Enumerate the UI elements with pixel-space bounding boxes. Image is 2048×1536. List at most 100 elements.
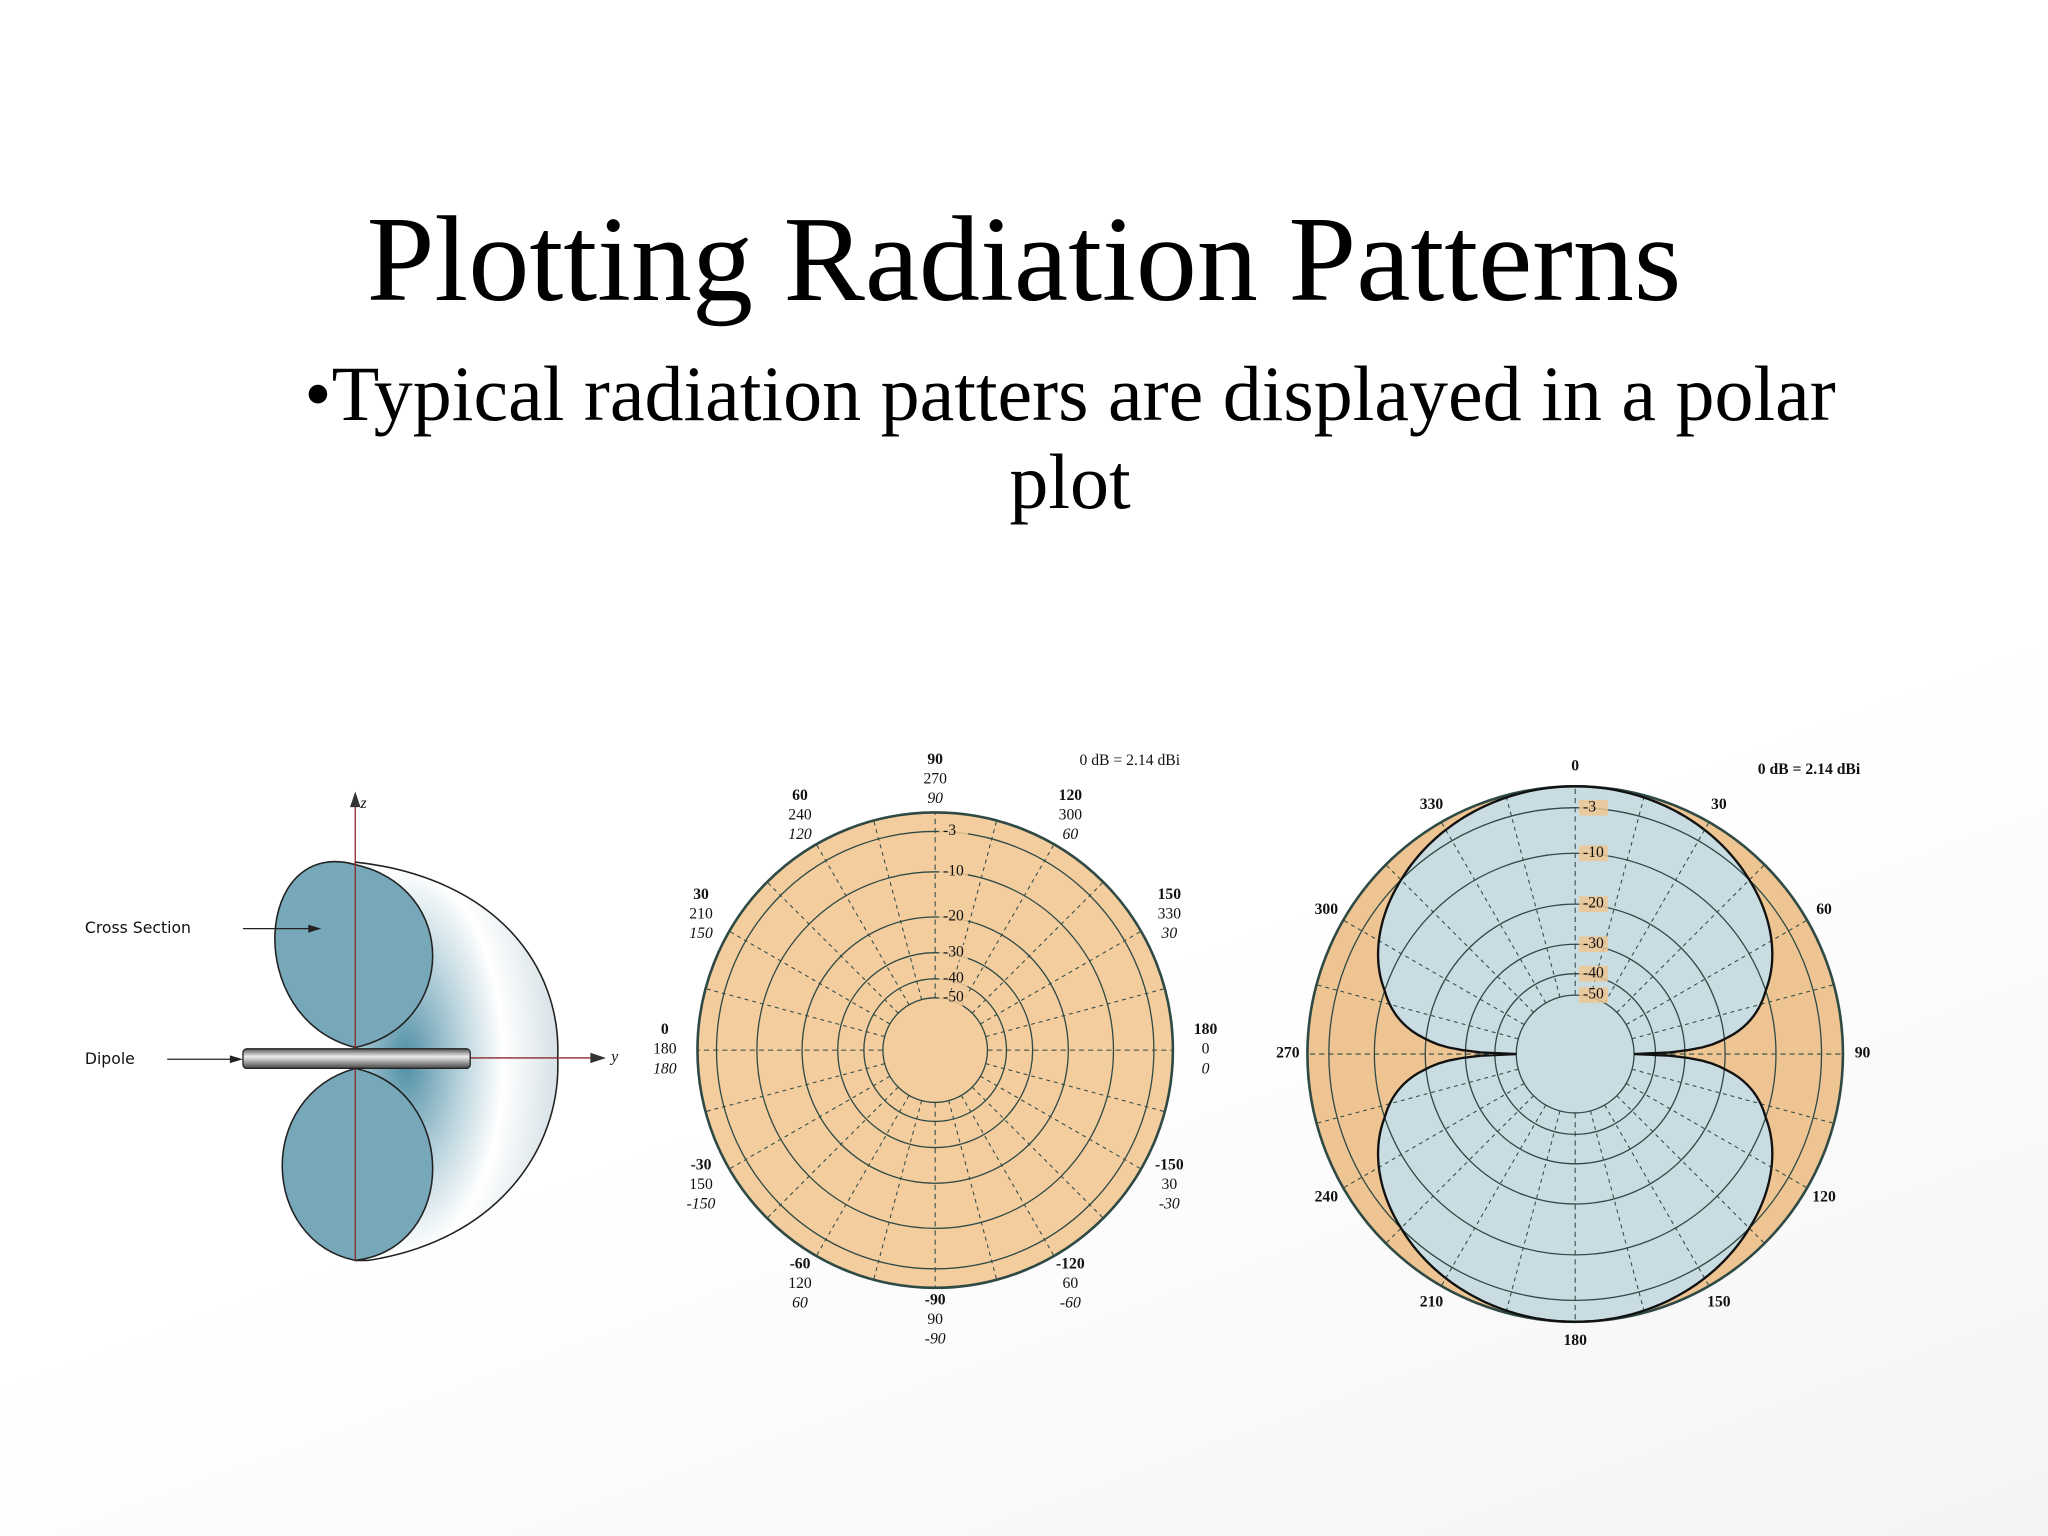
- label-bg: [1579, 845, 1608, 862]
- angle-label: 180: [1563, 1332, 1587, 1349]
- angle-label: 120: [1812, 1188, 1836, 1205]
- pointer-head: [308, 924, 322, 933]
- angle-label: 0: [661, 1021, 669, 1038]
- spoke: [1604, 1104, 1710, 1287]
- label-bg: [1579, 987, 1608, 1003]
- ring: [1328, 807, 1823, 1302]
- angle-label: 60: [1816, 901, 1832, 918]
- ring-label: -30: [1583, 935, 1604, 952]
- label-bg: [1579, 965, 1608, 982]
- spoke: [1343, 1083, 1525, 1189]
- spoke: [1589, 795, 1645, 998]
- spoke: [1625, 1083, 1808, 1189]
- angle-label: 120: [1059, 787, 1083, 804]
- angle-label: 270: [923, 770, 947, 787]
- radiation-pattern: [1378, 786, 1773, 1322]
- spoke: [1316, 984, 1519, 1040]
- angle-label: 30: [1711, 796, 1727, 813]
- angle-label: 0: [1202, 1060, 1210, 1077]
- ring-label: -3: [943, 822, 956, 839]
- label: Cross Section: [85, 918, 191, 937]
- angle-label: 30: [1161, 925, 1178, 942]
- spoke: [1616, 864, 1765, 1013]
- angle-label: 330: [1420, 796, 1444, 813]
- spoke: [1505, 1110, 1561, 1313]
- angle-label: -120: [1056, 1255, 1085, 1272]
- angle-label: 90: [927, 790, 943, 807]
- spoke: [1343, 919, 1525, 1026]
- axis-label: y: [609, 1049, 618, 1066]
- label-bg: [939, 823, 968, 840]
- spoke: [1631, 984, 1834, 1040]
- spoke: [1616, 1095, 1765, 1244]
- spoke: [1604, 821, 1710, 1004]
- spoke: [1385, 1095, 1534, 1244]
- angle-label: 90: [1855, 1045, 1871, 1062]
- angle-label: 180: [653, 1041, 677, 1058]
- dipole-diagram: z y Cross Section Dipole: [85, 791, 618, 1262]
- ring-label: -50: [943, 988, 964, 1005]
- angle-label: 240: [1315, 1188, 1339, 1205]
- ring: [882, 997, 989, 1104]
- label-bg: [1579, 896, 1608, 912]
- y-arrow: [590, 1052, 607, 1064]
- angle-label: 180: [653, 1060, 677, 1077]
- angle-label: 300: [1315, 901, 1339, 918]
- angle-label: 60: [792, 787, 808, 804]
- angle-label: 150: [1707, 1293, 1731, 1310]
- label-bg: [939, 909, 968, 925]
- ring: [1464, 943, 1686, 1165]
- z-arrow: [350, 791, 361, 808]
- pointer-head: [229, 1055, 243, 1064]
- ring-label: -30: [943, 943, 964, 960]
- angle-label: 300: [1059, 807, 1083, 824]
- ring-label: -20: [1583, 895, 1604, 912]
- axis-label: z: [359, 795, 366, 812]
- ring-label: -10: [943, 862, 964, 879]
- angle-label: 330: [1158, 906, 1182, 923]
- label-bg: [939, 970, 968, 987]
- ring-label: -3: [1583, 798, 1596, 815]
- angle-label: 270: [1276, 1045, 1300, 1062]
- angle-label: 90: [927, 1311, 943, 1328]
- spoke: [1625, 919, 1808, 1026]
- angle-label: 210: [1420, 1293, 1444, 1310]
- label-bg: [939, 864, 968, 880]
- angle-label: -150: [1155, 1156, 1184, 1173]
- angle-label: 60: [1063, 1275, 1079, 1292]
- spoke: [1631, 1068, 1834, 1124]
- bullet-text: •Typical radiation patters are displayed…: [304, 350, 1836, 525]
- ring-label: -40: [943, 969, 964, 986]
- angle-label: -90: [925, 1331, 946, 1348]
- plot-note: 0 dB = 2.14 dBi: [1079, 752, 1180, 769]
- angle-label: 120: [788, 826, 812, 843]
- spoke: [1440, 821, 1547, 1004]
- dipole-rod: [242, 1048, 471, 1070]
- spoke: [1385, 864, 1534, 1013]
- angle-label: -60: [1060, 1294, 1081, 1311]
- ring: [756, 871, 1115, 1230]
- angle-label: -30: [1159, 1195, 1180, 1212]
- ring-label: -40: [1583, 964, 1604, 981]
- slide-title: Plotting Radiation Patterns: [366, 192, 1682, 327]
- angle-label: 150: [689, 925, 713, 942]
- ring: [837, 952, 1034, 1149]
- plot-background: [697, 812, 1173, 1288]
- polar-plot: -3 -10 -20 -30 -40 -50 0 30 60 90 120 150 180 210 240 2…: [1276, 757, 1870, 1349]
- ring-label: -20: [943, 908, 964, 925]
- ring-label: -10: [1583, 844, 1604, 861]
- angle-label: -150: [687, 1195, 716, 1212]
- spoke: [1589, 1110, 1645, 1313]
- pattern-outline: [1376, 785, 1774, 1323]
- label: Dipole: [85, 1049, 135, 1068]
- ring: [801, 916, 1069, 1184]
- angle-label: 30: [1162, 1176, 1178, 1193]
- angle-label: 90: [927, 751, 943, 768]
- angle-label: 60: [1063, 826, 1079, 843]
- spoke: [1440, 1104, 1547, 1287]
- angle-label: -60: [790, 1255, 811, 1272]
- angle-label: -30: [691, 1156, 712, 1173]
- angle-label: 150: [1158, 886, 1182, 903]
- angle-label: 240: [788, 807, 812, 824]
